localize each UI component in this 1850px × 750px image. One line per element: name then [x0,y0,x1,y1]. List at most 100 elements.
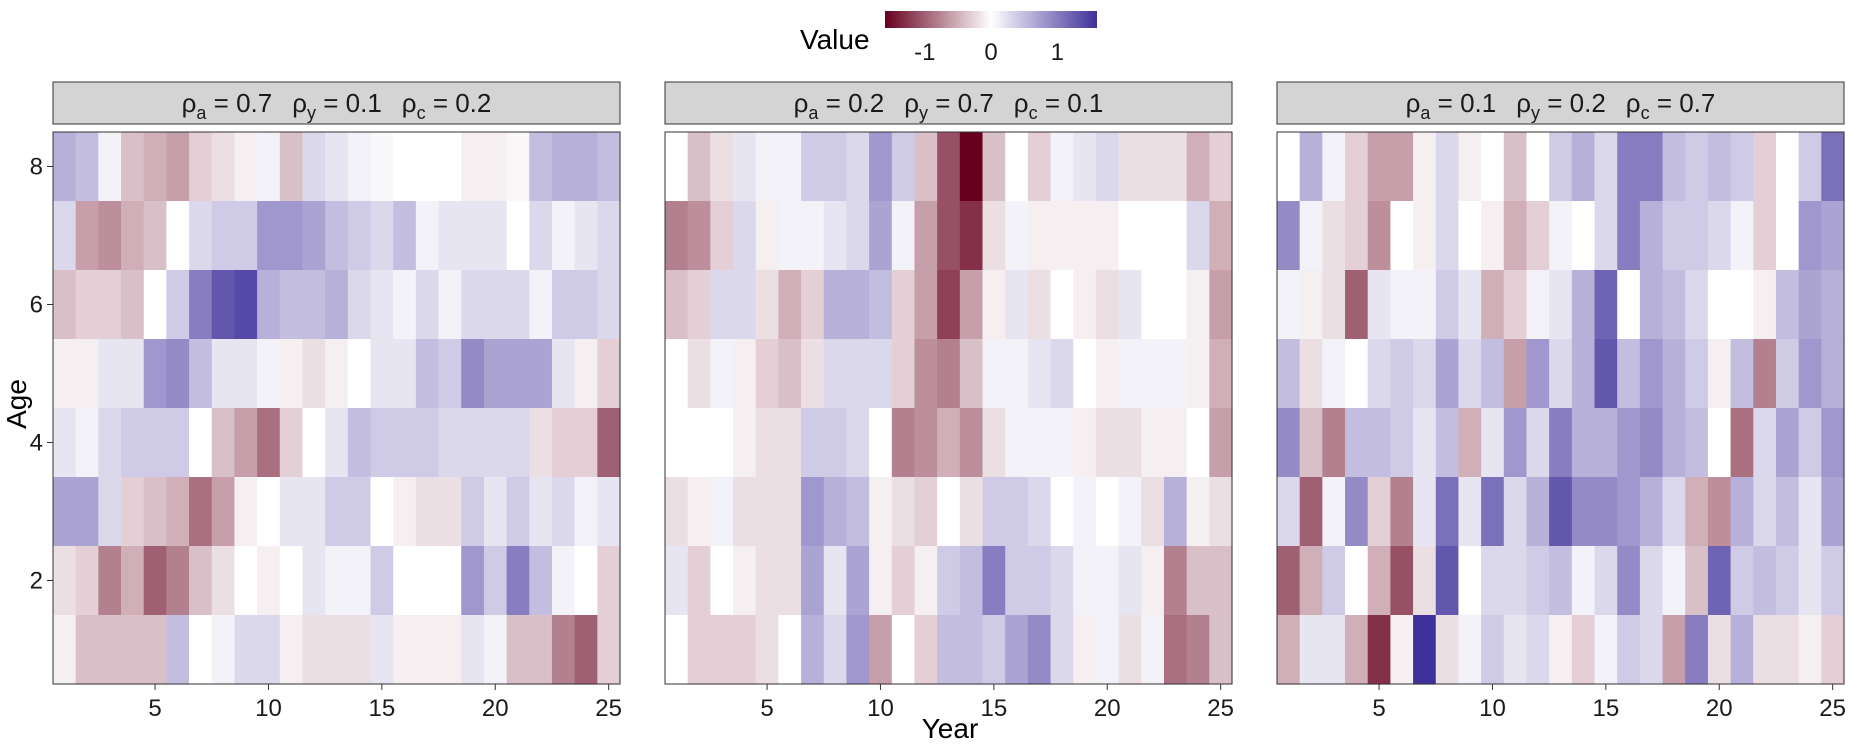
heatmap-tile [665,477,689,547]
heatmap-tile [1798,132,1822,202]
heatmap-tile [1821,132,1845,202]
heatmap-tile [1345,201,1369,271]
heatmap-tile [687,408,711,478]
heatmap-tile [393,546,417,616]
heatmap-tile [1027,408,1052,478]
heatmap-tile [1095,408,1120,478]
heatmap-tile [755,477,779,547]
heatmap-tile [710,201,734,271]
heatmap-tile [1299,270,1323,340]
heatmap-tile [1005,615,1029,685]
heatmap-tile [415,132,440,202]
heatmap-tile [1639,339,1664,409]
heatmap-tile [1571,270,1596,340]
heatmap-tile [733,408,757,478]
heatmap-tile [279,132,304,202]
heatmap-tile [1299,408,1323,478]
heatmap-tile [1481,132,1505,202]
heatmap-tile [1367,477,1391,547]
heatmap-tile [733,339,757,409]
legend-tick-label: -1 [914,39,935,66]
heatmap-tile [189,477,213,547]
heatmap-tile [846,477,870,547]
heatmap-tile [1345,408,1369,478]
heatmap-tile [1367,615,1391,685]
heatmap-tile [937,477,961,547]
heatmap-tile [733,546,757,616]
heatmap-tile [461,132,485,202]
heatmap-tile [506,477,530,547]
heatmap-tile [506,270,530,340]
heatmap-tile [1322,408,1346,478]
heatmap-tile [597,201,621,271]
heatmap-tile [211,201,236,271]
heatmap-tile [393,477,417,547]
legend-colorbar [885,11,1097,28]
heatmap-tile [597,270,621,340]
heatmap-tile [1639,408,1664,478]
heatmap-tile [1798,615,1822,685]
heatmap-tile [1503,270,1528,340]
heatmap-tile [891,270,916,340]
heatmap-tile [1798,201,1822,271]
heatmap-tile [1503,201,1528,271]
heatmap-tile [1753,408,1777,478]
heatmap-tile [347,270,372,340]
heatmap-tile [1163,201,1188,271]
heatmap-tile [1481,270,1505,340]
heatmap-tile [597,546,621,616]
heatmap-tile [1707,201,1732,271]
heatmap-tile [98,546,122,616]
heatmap-tile [1027,270,1052,340]
heatmap-tile [778,132,802,202]
heatmap-tile [1050,201,1074,271]
heatmap-tile [415,477,440,547]
heatmap-tile [687,477,711,547]
heatmap-tile [370,546,394,616]
heatmap-tile [551,270,576,340]
heatmap-tile [1005,339,1029,409]
heatmap-tile [1095,270,1120,340]
heatmap-tile [1821,339,1845,409]
heatmap-tile [53,408,77,478]
heatmap-tile [234,201,258,271]
heatmap-tile [1730,477,1754,547]
heatmap-tile [1821,201,1845,271]
heatmap-tile [551,132,576,202]
heatmap-tile [438,615,462,685]
heatmap-tile [257,615,281,685]
heatmap-tile [393,408,417,478]
heatmap-tile [1050,615,1074,685]
heatmap-tile [823,546,848,616]
heatmap-tile [1639,615,1664,685]
heatmap-tile [1322,339,1346,409]
heatmap-tile [1571,408,1596,478]
heatmap-tile [823,201,848,271]
heatmap-tile [347,201,372,271]
x-tick-label: 25 [1207,695,1234,722]
heatmap-tile [1163,132,1188,202]
heatmap-tile [461,477,485,547]
heatmap-tile [1118,339,1142,409]
heatmap-tile [1186,132,1210,202]
heatmap-tile [1707,132,1732,202]
heatmap-tile [710,546,734,616]
heatmap-tile [1730,270,1754,340]
heatmap-tile [461,339,485,409]
heatmap-tile [687,270,711,340]
heatmap-tile [189,339,213,409]
heatmap-tile [801,132,825,202]
heatmap-tile [1118,132,1142,202]
y-tick-label: 4 [30,430,43,457]
heatmap-tile [461,201,485,271]
heatmap-tile [1594,270,1618,340]
heatmap-tile [483,132,508,202]
heatmap-tile [279,408,304,478]
heatmap-tile [551,615,576,685]
heatmap-tile [1027,339,1052,409]
heatmap-tile [121,132,145,202]
heatmap-tile [665,339,689,409]
heatmap-tile [597,615,621,685]
heatmap-tile [1163,546,1188,616]
facet-panel: ρa = 0.1 ρy = 0.2 ρc = 0.7 5 10 15 20 25 [1276,81,1846,722]
